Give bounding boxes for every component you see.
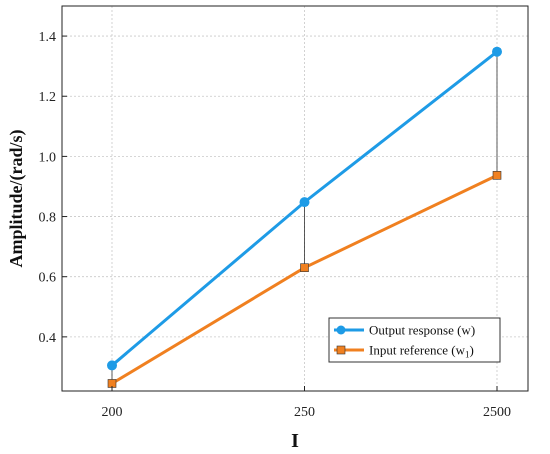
legend-marker [336, 325, 346, 335]
grid-lines [62, 6, 528, 391]
y-tick-label: 0.6 [39, 271, 57, 286]
legend-label: Output response (w) [369, 323, 475, 338]
y-axis-label: Amplitude/(rad/s) [6, 129, 27, 267]
y-axis-ticks: 0.4 0.6 0.8 1.0 1.2 1.4 [39, 30, 67, 346]
y-tick-label: 1.4 [39, 30, 57, 45]
data-point-marker [299, 197, 310, 208]
data-point-marker [492, 46, 502, 57]
legend: Output response (w) Input reference (w1) [328, 317, 501, 363]
x-tick-label: 250 [294, 405, 315, 420]
x-axis-ticks: 200 250 2500 [102, 386, 511, 420]
y-tick-label: 1.0 [39, 150, 57, 165]
plot-frame [61, 5, 529, 392]
x-tick-label: 200 [102, 405, 123, 420]
x-axis-label: I [291, 430, 299, 452]
y-tick-label: 0.4 [39, 331, 57, 346]
data-point-marker [300, 263, 309, 272]
y-tick-label: 1.2 [39, 90, 57, 105]
data-markers [107, 46, 502, 388]
x-tick-label: 2500 [483, 405, 511, 420]
legend-marker [336, 345, 346, 355]
legend-box [328, 317, 501, 363]
data-point-marker [107, 360, 117, 371]
legend-label: Input reference (w1) [369, 343, 474, 360]
data-point-marker [492, 171, 502, 180]
y-tick-label: 0.8 [39, 211, 57, 226]
